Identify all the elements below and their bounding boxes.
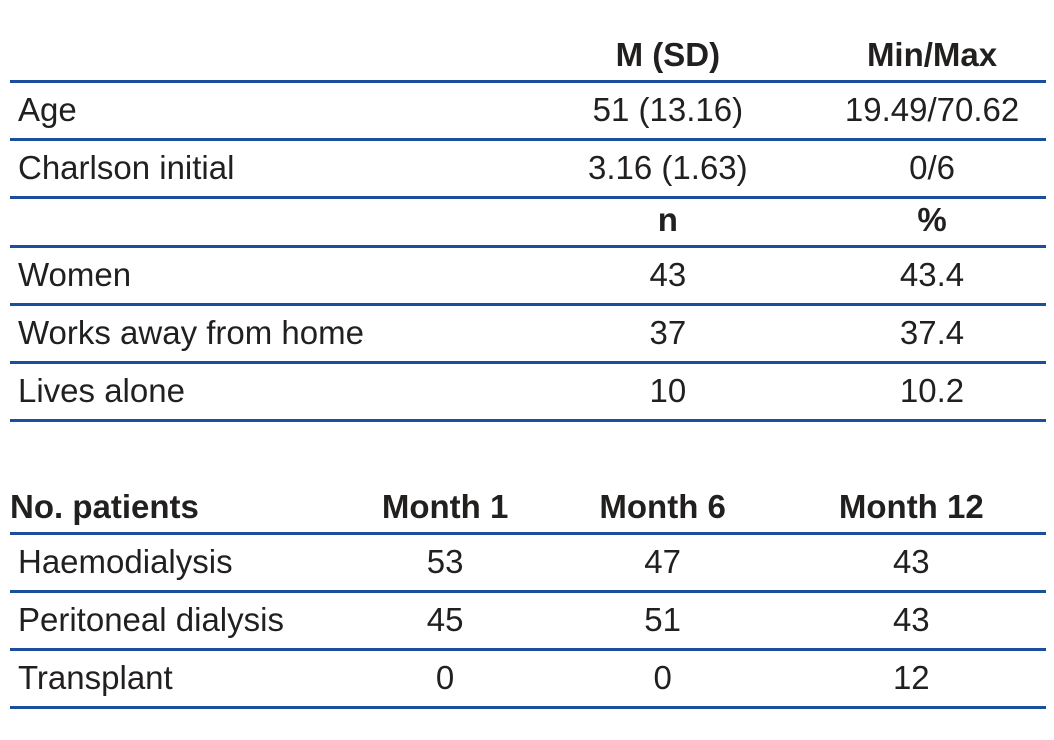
cell-percent: 43.4 — [818, 246, 1046, 306]
row-label: Transplant — [10, 649, 342, 709]
table-row: Transplant 0 0 12 — [10, 649, 1046, 709]
cell-m-sd: 3.16 (1.63) — [517, 139, 819, 199]
table-row: Works away from home 37 37.4 — [10, 304, 1046, 364]
header-m-sd: M (SD) — [517, 34, 819, 83]
cell-n: 10 — [517, 362, 819, 422]
page: M (SD) Min/Max Age 51 (13.16) 19.49/70.6… — [10, 34, 1046, 709]
row-label: Haemodialysis — [10, 533, 342, 593]
header-month-6: Month 6 — [548, 486, 777, 535]
row-label: Women — [10, 246, 518, 306]
cell-month-12: 43 — [776, 533, 1046, 593]
cell-n: 37 — [517, 304, 819, 364]
cell-month-6: 0 — [548, 649, 777, 709]
header-n: n — [517, 197, 819, 248]
table-subheader-row: n % — [10, 197, 1046, 248]
patients-by-treatment-table: No. patients Month 1 Month 6 Month 12 Ha… — [10, 486, 1046, 709]
table-row: Haemodialysis 53 47 43 — [10, 533, 1046, 593]
cell-month-12: 43 — [776, 591, 1046, 651]
sample-characteristics-table: M (SD) Min/Max Age 51 (13.16) 19.49/70.6… — [10, 34, 1046, 422]
header-no-patients: No. patients — [10, 486, 342, 535]
cell-month-1: 0 — [341, 649, 549, 709]
table-row: Charlson initial 3.16 (1.63) 0/6 — [10, 139, 1046, 199]
table-row: Age 51 (13.16) 19.49/70.62 — [10, 81, 1046, 141]
header-empty — [10, 197, 518, 248]
cell-percent: 10.2 — [818, 362, 1046, 422]
table-row: Lives alone 10 10.2 — [10, 362, 1046, 422]
row-label: Lives alone — [10, 362, 518, 422]
header-month-12: Month 12 — [776, 486, 1046, 535]
cell-month-1: 45 — [341, 591, 549, 651]
cell-percent: 37.4 — [818, 304, 1046, 364]
cell-month-1: 53 — [341, 533, 549, 593]
row-label: Peritoneal dialysis — [10, 591, 342, 651]
table-row: Women 43 43.4 — [10, 246, 1046, 306]
header-month-1: Month 1 — [341, 486, 549, 535]
row-label: Age — [10, 81, 518, 141]
cell-month-6: 47 — [548, 533, 777, 593]
cell-min-max: 0/6 — [818, 139, 1046, 199]
header-percent: % — [818, 197, 1046, 248]
header-min-max: Min/Max — [818, 34, 1046, 83]
row-label: Works away from home — [10, 304, 518, 364]
cell-min-max: 19.49/70.62 — [818, 81, 1046, 141]
cell-n: 43 — [517, 246, 819, 306]
table-row: Peritoneal dialysis 45 51 43 — [10, 591, 1046, 651]
cell-month-6: 51 — [548, 591, 777, 651]
cell-m-sd: 51 (13.16) — [517, 81, 819, 141]
header-empty — [10, 34, 518, 83]
cell-month-12: 12 — [776, 649, 1046, 709]
table-header-row: M (SD) Min/Max — [10, 34, 1046, 83]
table-header-row: No. patients Month 1 Month 6 Month 12 — [10, 486, 1046, 535]
row-label: Charlson initial — [10, 139, 518, 199]
